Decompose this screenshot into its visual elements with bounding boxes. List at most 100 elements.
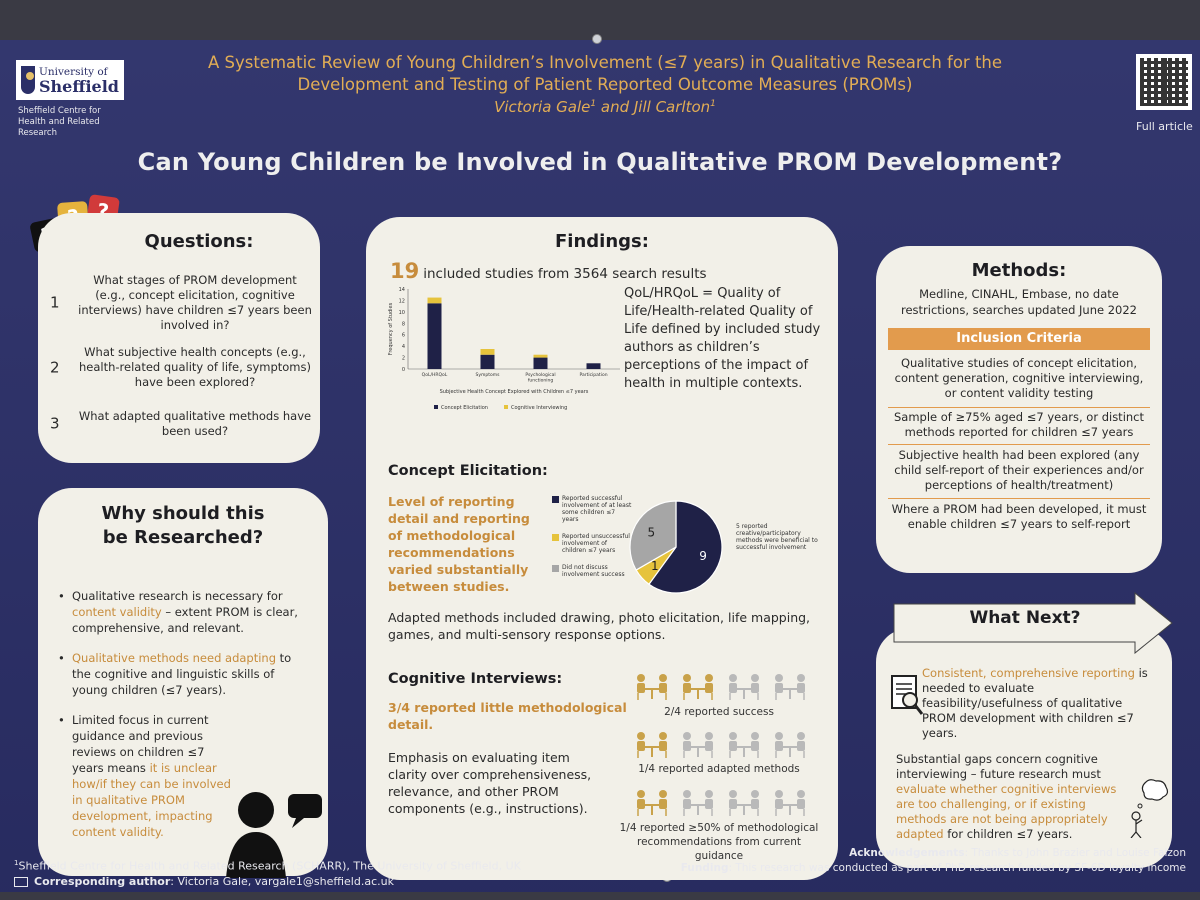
why-b1-gold: content validity <box>72 605 162 619</box>
what-next-paragraph1: Consistent, comprehensive reporting is n… <box>922 666 1158 741</box>
bar <box>480 354 495 369</box>
legend-label: Cognitive Interviewing <box>511 405 567 411</box>
ack-text: : Thanks to John Brazier and Louise Falz… <box>964 847 1186 859</box>
questions-heading: Questions: <box>144 231 254 252</box>
pie-legend-label: Reported unsuccessful involvement of chi… <box>562 533 630 554</box>
main-question: Can Young Children be Involved in Qualit… <box>137 148 1063 176</box>
what-next-paragraph2: Substantial gaps concern cognitive inter… <box>896 752 1136 842</box>
methods-heading: Methods: <box>971 260 1067 281</box>
bar <box>427 297 442 304</box>
poster: University of Sheffield Sheffield Centre… <box>0 34 1200 892</box>
why-b1-pre: Qualitative research is necessary for <box>72 589 283 603</box>
qol-definition: QoL/HRQoL = Quality of Life/Health-relat… <box>624 286 821 391</box>
question-item: 1 What stages of PROM development (e.g.,… <box>50 273 312 333</box>
next-p2-post: for children ≤7 years. <box>943 827 1073 841</box>
y-tick-label: 14 <box>399 287 405 293</box>
fund-label: Funding <box>680 862 729 874</box>
pie-legend-entry: Did not discuss involvement success <box>552 564 632 578</box>
bar <box>427 303 442 369</box>
pie-slice <box>648 500 723 594</box>
footer-right: Acknowledgements: Thanks to John Brazier… <box>681 846 1186 876</box>
corr-text[interactable]: : Victoria Gale, vargale1@sheffield.ac.u… <box>170 874 394 888</box>
y-tick-label: 4 <box>402 344 405 350</box>
interview-icon <box>637 732 667 758</box>
title-line2: Development and Testing of Patient Repor… <box>297 75 913 94</box>
interview-icon <box>637 790 667 816</box>
inclusion-criterion: Sample of ≥75% aged ≤7 years, or distinc… <box>893 410 1145 439</box>
y-tick-label: 8 <box>402 321 405 327</box>
pie-legend-label: Reported successful involvement of at le… <box>562 495 632 523</box>
cognitive-bold-text: 3/4 reported little methodological detai… <box>388 700 627 732</box>
cognitive-interviews-heading: Cognitive Interviews: <box>388 671 563 687</box>
what-next-panel: Consistent, comprehensive reporting is n… <box>876 628 1172 868</box>
concept-elicitation-heading: Concept Elicitation: <box>388 463 548 479</box>
authors: Victoria Gale1 and Jill Carlton1 <box>150 98 1060 116</box>
pie-chart: 9 1 5 <box>629 500 723 594</box>
bar-chart: 0 2 4 6 8 10 12 14 Frequency of Studies QoL/HRQoL… <box>388 287 620 411</box>
x-tick-label: Participation <box>579 372 607 378</box>
speech-bubble-icon <box>288 794 322 818</box>
divider <box>888 444 1150 445</box>
question-text: What subjective health concepts (e.g., h… <box>79 345 311 389</box>
pie-value-label: 1 <box>651 559 659 573</box>
x-tick-label: Symptoms <box>475 372 500 378</box>
study-count-line: 19 included studies from 3564 search resu… <box>390 259 707 283</box>
qr-code-icon <box>1140 58 1188 106</box>
legend-label: Concept Elicitation <box>441 405 488 411</box>
pie-note: 5 reported creative/participatory method… <box>736 523 818 551</box>
thinking-person-icon <box>1130 779 1169 838</box>
y-axis-label: Frequency of Studies <box>388 302 394 355</box>
pie-slice <box>629 500 677 571</box>
question-text: What stages of PROM development (e.g., c… <box>78 273 312 332</box>
inclusion-criteria-heading: Inclusion Criteria <box>888 328 1150 350</box>
interview-icon <box>775 674 805 700</box>
icon-caption: 1/4 reported ≥50% of methodological reco… <box>619 822 819 862</box>
why-list: Qualitative research is necessary for co… <box>58 588 308 854</box>
next-p2-gold: evaluate whether cognitive interviews ar… <box>896 782 1117 841</box>
interview-icon <box>729 732 759 758</box>
x-tick-label: QoL/HRQoL <box>422 372 448 378</box>
methods-panel: Methods: Medline, CINAHL, Embase, no dat… <box>876 246 1162 573</box>
qr-code[interactable] <box>1136 54 1192 110</box>
corr-label: Corresponding author <box>34 874 171 888</box>
why-b3-pre: Limited focus in current guidance and pr… <box>72 713 209 775</box>
why-heading: Why should this be Researched? <box>101 503 265 548</box>
adapted-methods-text: Adapted methods included drawing, photo … <box>388 610 811 642</box>
poster-title: A Systematic Review of Young Children’s … <box>150 52 1060 96</box>
bar <box>586 363 601 369</box>
questions-panel: Questions: 1 What stages of PROM develop… <box>38 213 320 463</box>
why-b2-post: to the cognitive and linguistic skills o… <box>72 651 292 697</box>
icon-row-adapted <box>632 729 810 759</box>
question-item: 2 What subjective health concepts (e.g.,… <box>50 345 312 390</box>
pie-value-label: 9 <box>699 549 707 563</box>
pin-icon <box>592 34 602 44</box>
pie-legend-label: Did not discuss involvement success <box>562 564 625 578</box>
title-line1: A Systematic Review of Young Children’s … <box>207 53 1003 72</box>
inclusion-criterion: Where a PROM had been developed, it must… <box>891 502 1147 531</box>
author1: Victoria Gale <box>494 98 591 116</box>
why-b1-post: – extent PROM is clear, comprehensive, a… <box>72 605 298 635</box>
x-axis-label: Subjective Health Concept Explored with … <box>440 389 589 395</box>
next-p1-post: is needed to evaluate feasibility/useful… <box>922 666 1148 740</box>
mail-icon <box>14 876 28 887</box>
x-tick-label: Psychological <box>525 372 555 378</box>
question-text: What adapted qualitative methods have be… <box>78 409 312 438</box>
question-number: 3 <box>50 414 60 433</box>
bar <box>480 349 495 355</box>
affiliation-sup: 1 <box>14 859 19 867</box>
interview-icon <box>729 790 759 816</box>
icon-row-recommendations <box>632 787 810 817</box>
pie-legend-entry: Reported unsuccessful involvement of chi… <box>552 533 632 554</box>
author2-sup: 1 <box>710 99 716 109</box>
question-number: 1 <box>50 293 60 312</box>
interview-icon <box>683 790 713 816</box>
bar <box>533 357 548 369</box>
divider <box>888 498 1150 499</box>
question-number: 2 <box>50 358 60 376</box>
y-tick-label: 12 <box>399 298 405 304</box>
divider <box>888 407 1150 408</box>
next-p2-pre: Substantial gaps concern cognitive inter… <box>896 752 1101 781</box>
pie-legend-entry: Reported successful involvement of at le… <box>552 495 632 523</box>
interview-icon <box>775 790 805 816</box>
question-item: 3 What adapted qualitative methods have … <box>50 409 312 439</box>
